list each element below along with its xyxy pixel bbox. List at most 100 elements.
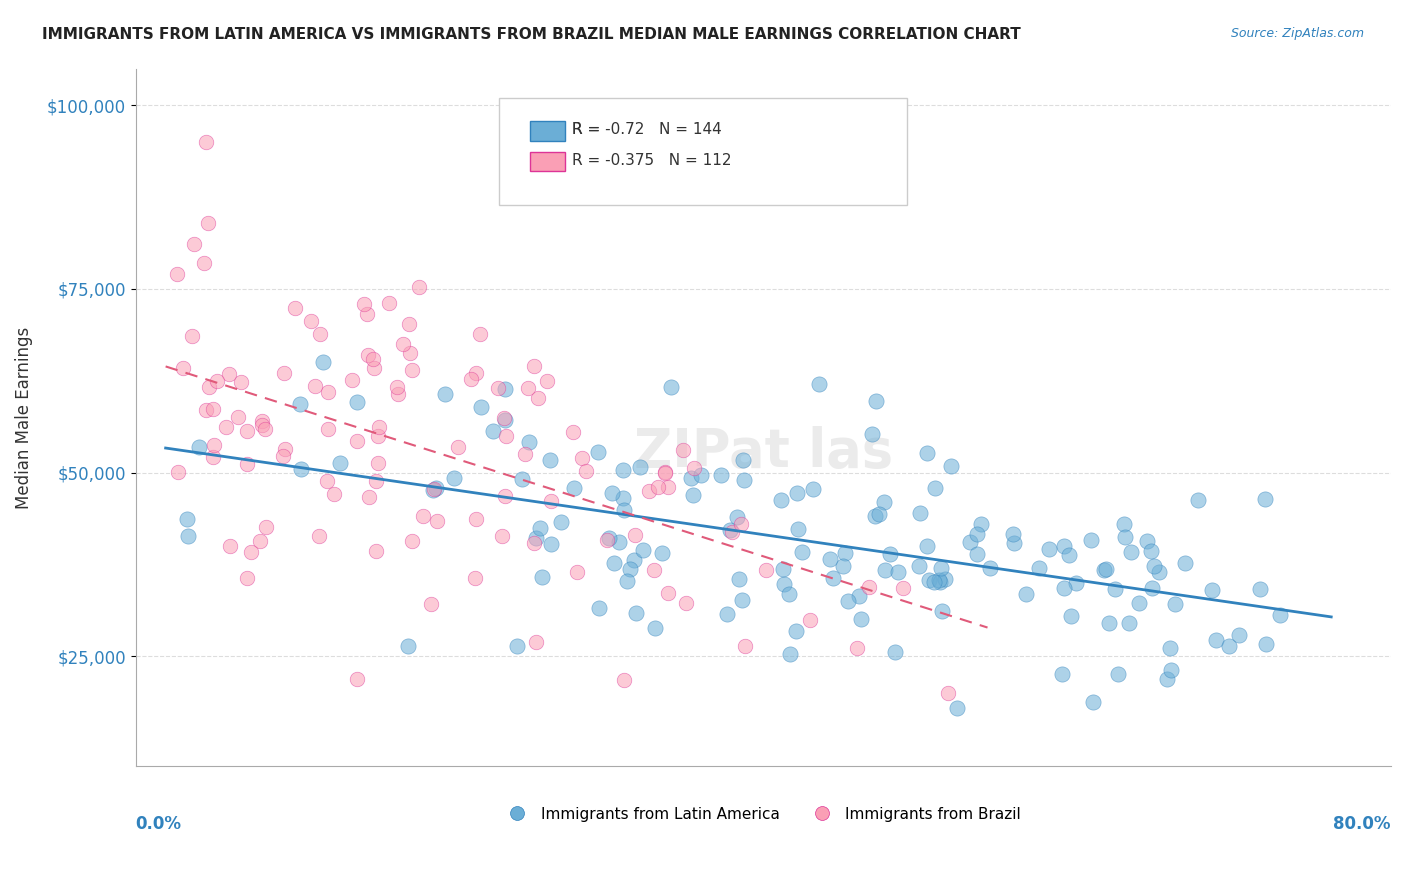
Point	[530, 570, 553, 584]
Point	[464, 366, 486, 380]
Point	[832, 558, 855, 573]
Point	[596, 533, 619, 547]
Point	[818, 551, 841, 566]
Point	[884, 645, 907, 659]
Point	[779, 648, 801, 662]
Point	[422, 483, 444, 497]
Point	[464, 512, 486, 526]
Point	[236, 571, 259, 585]
Point	[979, 561, 1001, 575]
Point	[363, 360, 385, 375]
Point	[494, 489, 516, 503]
Point	[910, 507, 932, 521]
Point	[523, 536, 546, 550]
Point	[721, 524, 744, 539]
Point	[1254, 637, 1277, 651]
Point	[205, 375, 228, 389]
Point	[959, 534, 981, 549]
Point	[1094, 562, 1116, 576]
Point	[1104, 582, 1126, 596]
Point	[215, 419, 238, 434]
Point	[654, 465, 676, 479]
Point	[834, 546, 856, 560]
Point	[1140, 581, 1163, 595]
Point	[249, 533, 271, 548]
Point	[239, 545, 262, 559]
Point	[1136, 533, 1159, 548]
Point	[308, 327, 330, 342]
Point	[922, 575, 945, 590]
Point	[194, 402, 217, 417]
Point	[527, 391, 550, 405]
Point	[1098, 615, 1121, 630]
Point	[340, 373, 363, 387]
Point	[236, 457, 259, 471]
Point	[290, 397, 312, 411]
Point	[460, 372, 482, 386]
Point	[734, 639, 756, 653]
Point	[540, 494, 562, 508]
Point	[1174, 556, 1197, 570]
Point	[361, 351, 384, 366]
Point	[425, 481, 447, 495]
Point	[1118, 615, 1140, 630]
Point	[426, 514, 449, 528]
Point	[536, 374, 558, 388]
Point	[284, 301, 307, 316]
Point	[470, 400, 492, 414]
Point	[887, 565, 910, 579]
Point	[915, 539, 938, 553]
Point	[654, 466, 676, 480]
Point	[387, 387, 409, 401]
Point	[1107, 667, 1129, 681]
Point	[682, 488, 704, 502]
Point	[728, 572, 751, 586]
Point	[588, 601, 610, 615]
Point	[346, 394, 368, 409]
Point	[250, 413, 273, 427]
Point	[846, 640, 869, 655]
Point	[385, 380, 408, 394]
Point	[166, 268, 188, 282]
Point	[1205, 633, 1227, 648]
Point	[1253, 492, 1275, 507]
Point	[172, 361, 194, 376]
Point	[725, 510, 748, 524]
Point	[734, 473, 756, 487]
Point	[550, 515, 572, 529]
Point	[849, 612, 872, 626]
Point	[523, 359, 546, 373]
Point	[603, 556, 626, 570]
Point	[778, 587, 800, 601]
Point	[821, 571, 844, 585]
Point	[647, 480, 669, 494]
Point	[772, 562, 794, 576]
Point	[970, 517, 993, 532]
Point	[931, 604, 953, 618]
Point	[1156, 672, 1178, 686]
Point	[679, 471, 702, 485]
Point	[1002, 536, 1025, 550]
Point	[273, 442, 295, 457]
Point	[495, 428, 517, 442]
Point	[231, 375, 253, 389]
Point	[730, 517, 752, 532]
Point	[1227, 628, 1250, 642]
Point	[316, 474, 339, 488]
Point	[1015, 586, 1038, 600]
Point	[183, 236, 205, 251]
Point	[612, 491, 634, 505]
Y-axis label: Median Male Earnings: Median Male Earnings	[15, 326, 32, 508]
Point	[299, 314, 322, 328]
Point	[1053, 581, 1076, 595]
Point	[273, 367, 295, 381]
Point	[311, 355, 333, 369]
Point	[236, 425, 259, 439]
Point	[682, 461, 704, 475]
Point	[1052, 667, 1074, 681]
Point	[848, 589, 870, 603]
Point	[575, 465, 598, 479]
Point	[928, 574, 950, 589]
Point	[181, 329, 204, 343]
Point	[540, 537, 562, 551]
